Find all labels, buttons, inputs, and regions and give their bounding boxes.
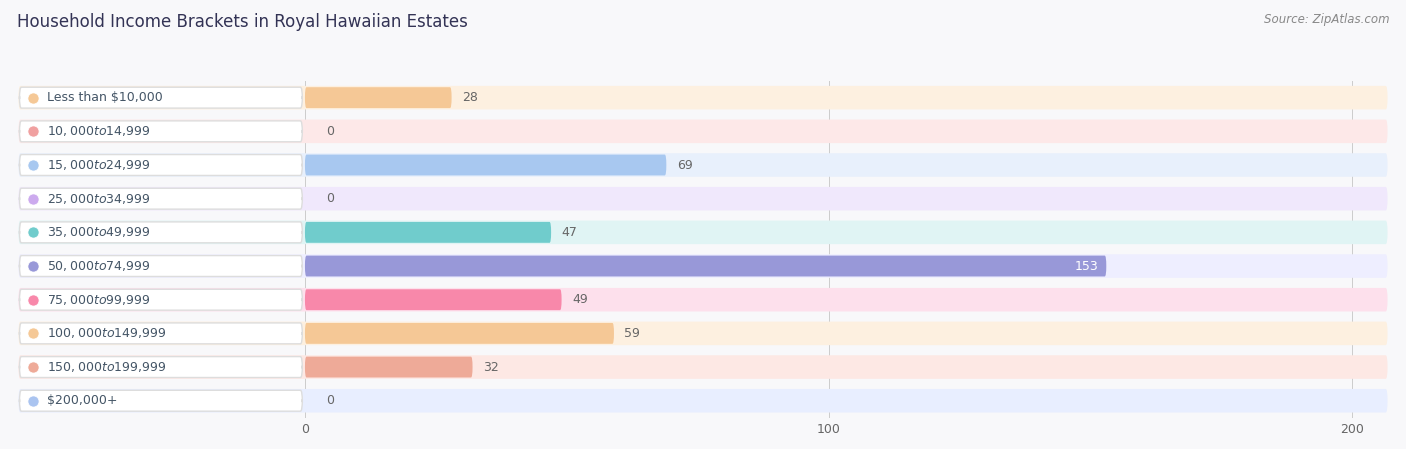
FancyBboxPatch shape: [18, 321, 1388, 345]
Text: $200,000+: $200,000+: [48, 394, 118, 407]
FancyBboxPatch shape: [305, 87, 451, 108]
FancyBboxPatch shape: [18, 220, 1388, 244]
FancyBboxPatch shape: [18, 389, 1388, 413]
Text: $150,000 to $199,999: $150,000 to $199,999: [48, 360, 167, 374]
FancyBboxPatch shape: [20, 188, 302, 209]
FancyBboxPatch shape: [305, 289, 561, 310]
FancyBboxPatch shape: [18, 119, 1388, 143]
FancyBboxPatch shape: [20, 323, 302, 344]
Text: 0: 0: [326, 394, 333, 407]
FancyBboxPatch shape: [305, 255, 1107, 277]
Text: $100,000 to $149,999: $100,000 to $149,999: [48, 326, 167, 340]
FancyBboxPatch shape: [18, 288, 1388, 312]
Text: 0: 0: [326, 192, 333, 205]
FancyBboxPatch shape: [20, 255, 302, 277]
FancyBboxPatch shape: [20, 222, 302, 243]
Text: Less than $10,000: Less than $10,000: [48, 91, 163, 104]
Text: $25,000 to $34,999: $25,000 to $34,999: [48, 192, 150, 206]
FancyBboxPatch shape: [20, 289, 302, 310]
Text: $15,000 to $24,999: $15,000 to $24,999: [48, 158, 150, 172]
Text: Household Income Brackets in Royal Hawaiian Estates: Household Income Brackets in Royal Hawai…: [17, 13, 468, 31]
FancyBboxPatch shape: [20, 357, 302, 378]
FancyBboxPatch shape: [305, 357, 472, 378]
FancyBboxPatch shape: [305, 154, 666, 176]
Text: $35,000 to $49,999: $35,000 to $49,999: [48, 225, 150, 239]
Text: 49: 49: [572, 293, 588, 306]
FancyBboxPatch shape: [305, 323, 614, 344]
FancyBboxPatch shape: [20, 390, 302, 411]
FancyBboxPatch shape: [20, 87, 302, 108]
FancyBboxPatch shape: [20, 121, 302, 142]
FancyBboxPatch shape: [18, 187, 1388, 211]
Text: $10,000 to $14,999: $10,000 to $14,999: [48, 124, 150, 138]
Text: $75,000 to $99,999: $75,000 to $99,999: [48, 293, 150, 307]
FancyBboxPatch shape: [305, 222, 551, 243]
Text: 69: 69: [676, 158, 693, 172]
Text: 47: 47: [561, 226, 578, 239]
FancyBboxPatch shape: [18, 153, 1388, 177]
Text: Source: ZipAtlas.com: Source: ZipAtlas.com: [1264, 13, 1389, 26]
Text: 28: 28: [463, 91, 478, 104]
FancyBboxPatch shape: [18, 355, 1388, 379]
FancyBboxPatch shape: [18, 254, 1388, 278]
Text: 0: 0: [326, 125, 333, 138]
Text: 59: 59: [624, 327, 640, 340]
Text: 32: 32: [484, 361, 499, 374]
Text: $50,000 to $74,999: $50,000 to $74,999: [48, 259, 150, 273]
FancyBboxPatch shape: [18, 86, 1388, 110]
FancyBboxPatch shape: [20, 154, 302, 176]
Text: 153: 153: [1074, 260, 1098, 273]
